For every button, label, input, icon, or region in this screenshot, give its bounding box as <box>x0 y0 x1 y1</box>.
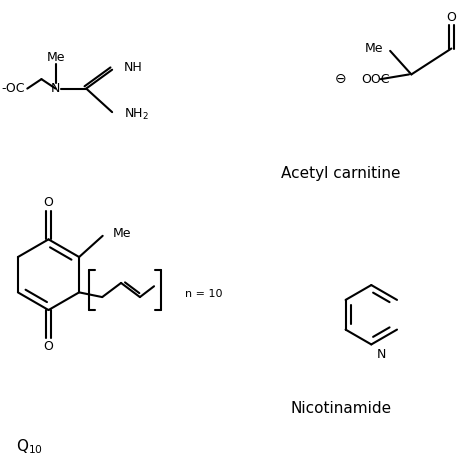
Text: OOC: OOC <box>361 73 390 86</box>
Text: O: O <box>44 340 54 353</box>
Text: N: N <box>51 82 60 95</box>
Text: Me: Me <box>46 52 65 64</box>
Text: Nicotinamide: Nicotinamide <box>290 401 391 417</box>
Text: Me: Me <box>113 227 132 240</box>
Text: Acetyl carnitine: Acetyl carnitine <box>281 166 401 181</box>
Text: n = 10: n = 10 <box>185 289 222 299</box>
Text: ⊖: ⊖ <box>335 72 346 86</box>
Text: NH: NH <box>124 61 143 74</box>
Text: Q$_{10}$: Q$_{10}$ <box>16 438 43 456</box>
Text: Me: Me <box>365 42 383 55</box>
Text: N: N <box>377 348 386 361</box>
Text: O: O <box>44 196 54 209</box>
Text: NH$_2$: NH$_2$ <box>124 107 149 122</box>
Text: O: O <box>447 11 456 24</box>
Text: -OC: -OC <box>1 82 25 95</box>
